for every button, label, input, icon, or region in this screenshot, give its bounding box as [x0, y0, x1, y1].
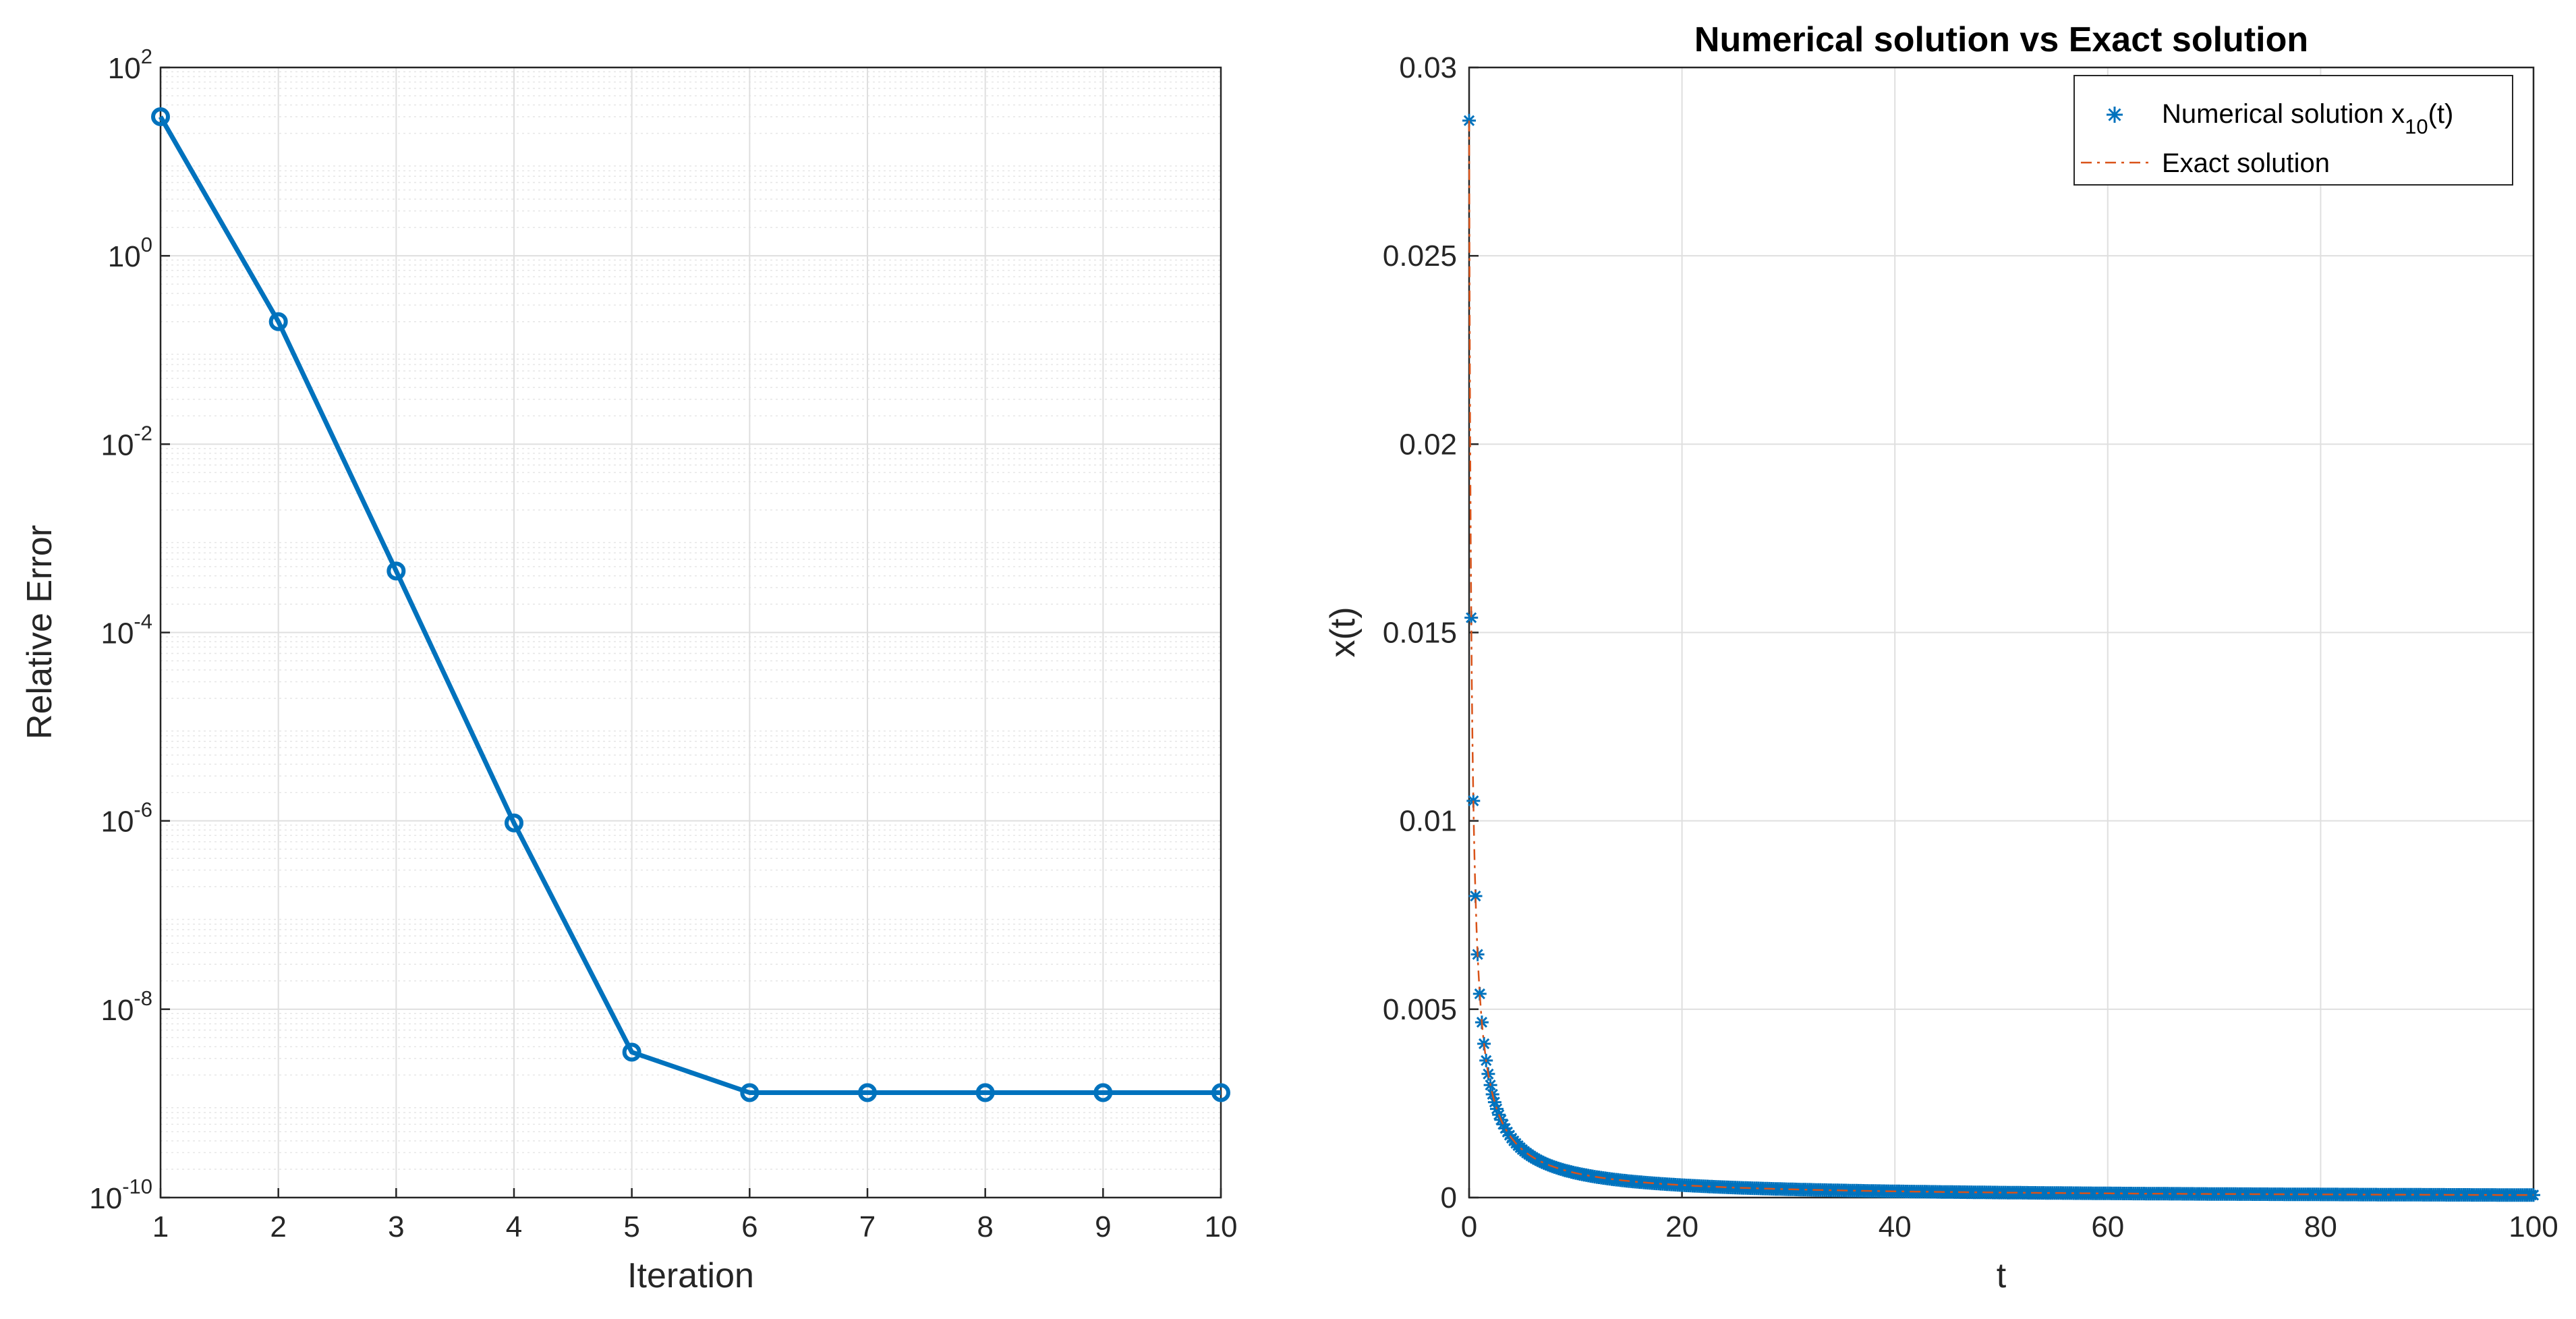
right-y-label: x(t) — [1323, 607, 1363, 657]
right-x-label: t — [1997, 1256, 2007, 1295]
right-series — [1462, 113, 2540, 1202]
left-error-marker — [151, 107, 170, 126]
right-x-tick-label: 60 — [2091, 1210, 2124, 1243]
left-y-tick-label: 10-6 — [101, 798, 152, 839]
left-error-marker — [505, 813, 523, 833]
legend: Numerical solution x10(t) Exact solution — [2073, 75, 2513, 186]
left-error-marker — [740, 1083, 760, 1102]
legend-entry-numerical: Numerical solution x10(t) — [2162, 99, 2453, 138]
left-error-marker — [858, 1083, 877, 1102]
left-x-tick-label: 5 — [623, 1210, 639, 1243]
right-y-tick-label: 0.015 — [1383, 617, 1457, 650]
right-y-tick-label: 0.02 — [1399, 428, 1457, 461]
legend-box — [2073, 75, 2513, 186]
left-x-tick-label: 7 — [859, 1210, 876, 1243]
right-x-tick-label: 80 — [2304, 1210, 2337, 1243]
left-error-marker — [1093, 1083, 1113, 1102]
left-error-marker — [975, 1083, 995, 1102]
left-series — [151, 107, 1230, 1102]
right-x-tick-label: 40 — [1879, 1210, 1912, 1243]
left-y-tick-label: 10-8 — [101, 986, 152, 1027]
left-error-marker — [1211, 1083, 1230, 1102]
legend-star-glyph — [2107, 107, 2123, 123]
left-x-tick-label: 8 — [977, 1210, 993, 1243]
left-x-tick-label: 6 — [741, 1210, 757, 1243]
left-x-tick-label: 10 — [1205, 1210, 1238, 1243]
left-y-tick-label: 10-10 — [89, 1175, 152, 1215]
numerical-solution-point — [1464, 611, 1479, 625]
right-y-tick-label: 0.03 — [1399, 51, 1457, 84]
numerical-solution-point — [1468, 889, 1483, 903]
right-y-tick-label: 0.005 — [1383, 993, 1457, 1026]
exact-solution-line — [1468, 120, 2534, 1196]
left-x-tick-label: 1 — [152, 1210, 169, 1243]
right-y-tick-label: 0 — [1441, 1181, 1457, 1214]
right-x-tick-label: 20 — [1665, 1210, 1698, 1243]
left-x-tick-label: 2 — [270, 1210, 286, 1243]
right-x-tick-label: 0 — [1461, 1210, 1477, 1243]
legend-star-marker — [2107, 107, 2123, 123]
left-y-tick-label: 10-4 — [101, 610, 152, 650]
left-x-tick-label: 9 — [1095, 1210, 1111, 1243]
left-error-marker — [268, 312, 288, 331]
right-title: Numerical solution vs Exact solution — [1694, 20, 2308, 59]
legend-entry-exact: Exact solution — [2162, 148, 2330, 178]
right-ticks: 0 20 40 60 80 100 0 0.005 0.01 0.015 0.02 0.025 0.03 — [1383, 51, 2558, 1243]
left-ticks: 1 2 3 4 5 6 7 8 9 10 10-10 10-8 10-6 10-4 10-2 100 102 — [89, 45, 1237, 1243]
left-y-tick-label: 100 — [108, 233, 152, 273]
left-x-tick-label: 3 — [388, 1210, 404, 1243]
right-y-tick-label: 0.01 — [1399, 805, 1457, 838]
left-error-marker — [622, 1042, 641, 1062]
left-error-marker — [387, 561, 406, 581]
left-y-tick-label: 102 — [108, 45, 152, 85]
left-x-label: Iteration — [627, 1256, 754, 1295]
right-y-tick-label: 0.025 — [1383, 240, 1457, 273]
numerical-solution-point — [1487, 1095, 1501, 1109]
left-chart: 1 2 3 4 5 6 7 8 9 10 10-10 10-8 10-6 10-4 10-2 100 102 I… — [20, 45, 1237, 1295]
right-x-tick-label: 100 — [2509, 1210, 2558, 1243]
left-error-line — [158, 115, 1221, 1095]
right-chart: 0 20 40 60 80 100 0 0.005 0.01 0.015 0.02 0.025 0.03… — [1323, 20, 2558, 1295]
left-y-tick-label: 10-2 — [101, 421, 152, 461]
left-y-label: Relative Error — [20, 525, 59, 739]
numerical-solution-point — [1472, 987, 1487, 1001]
left-x-tick-label: 4 — [506, 1210, 522, 1243]
left-grid — [160, 67, 1222, 1198]
numerical-solution-point — [1496, 1117, 1510, 1131]
numerical-solution-point — [1498, 1121, 1512, 1135]
